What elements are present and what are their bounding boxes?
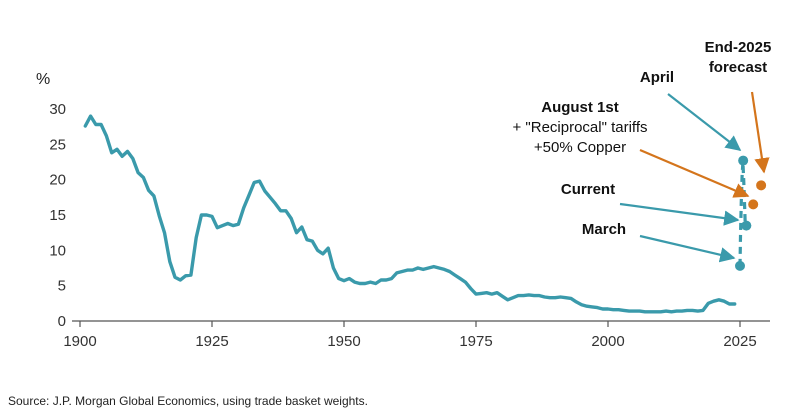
x-tick-label: 1925 [195,333,228,350]
point-march [735,260,745,271]
source-note: Source: J.P. Morgan Global Economics, us… [8,394,368,408]
annotation-end2025: End-2025 forecast [705,39,772,174]
y-tick-label: 10 [49,242,66,259]
x-tick-label: 1950 [327,333,360,350]
y-tick-label: 5 [58,278,66,295]
annotation-aug1-line: + "Reciprocal" tariffs [512,119,647,136]
tariff-2025-dashed-line [738,160,747,266]
y-tick-label: 0 [58,313,66,330]
point-april [738,155,749,166]
annotation-march: March [582,221,736,263]
annotation-aug1-line: +50% Copper [534,139,626,156]
annotation-aug1-arrow [639,148,750,198]
point-end-2025-forecast [756,180,767,191]
annotation-march-arrow [639,234,736,263]
annotation-end2025-arrow [750,91,770,174]
point-august-1st [748,199,759,210]
annotation-march-line: March [582,221,626,238]
x-tick-label: 2025 [723,333,756,350]
point-current [741,220,752,231]
tariff-rate-line [83,114,737,314]
y-axis-unit-label: % [36,71,50,88]
annotation-end2025-line: forecast [709,59,767,76]
y-tick-label: 30 [49,101,66,118]
annotation-end2025-line: End-2025 [705,39,772,56]
annotation-aug1-line: August 1st [541,99,619,116]
y-tick-label: 20 [49,172,66,189]
annotations: April End-2025 forecast August 1st + "Recipr… [512,39,772,263]
x-tick-label: 2000 [591,333,624,350]
annotation-april-arrow [667,93,742,151]
y-tick-label: 15 [49,207,66,224]
annotation-current-arrow [619,202,740,226]
y-tick-label: 25 [49,136,66,153]
annotation-current-line: Current [561,181,615,198]
x-tick-label: 1900 [63,333,96,350]
series-layer [83,114,747,314]
annotation-current: Current [561,181,740,226]
annotation-april: April [640,69,742,151]
annotation-aug1: August 1st + "Reciprocal" tariffs +50% Cop… [512,99,750,198]
x-tick-label: 1975 [459,333,492,350]
annotation-april-line: April [640,69,674,86]
points-layer [735,155,767,271]
